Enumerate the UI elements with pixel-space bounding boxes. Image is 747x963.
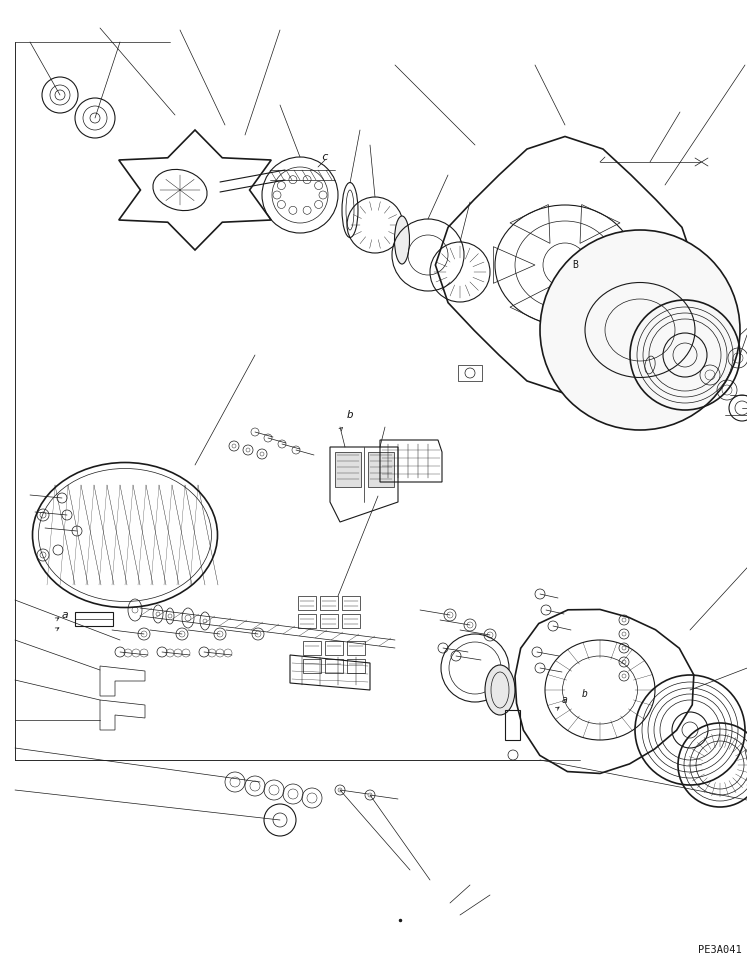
Bar	[298, 614, 316, 628]
Bar	[325, 641, 343, 655]
Text: B: B	[572, 260, 578, 270]
Text: b: b	[582, 689, 588, 699]
Text: a: a	[61, 610, 69, 620]
Bar	[303, 659, 321, 673]
Bar	[335, 452, 361, 487]
Bar	[325, 659, 343, 673]
Bar	[347, 659, 365, 673]
Bar	[648, 365, 672, 381]
Text: PE3A041: PE3A041	[698, 945, 742, 955]
Text: a: a	[562, 695, 568, 705]
Bar	[342, 596, 360, 610]
Bar	[342, 614, 360, 628]
Bar	[298, 596, 316, 610]
Bar	[320, 614, 338, 628]
Text: c: c	[322, 152, 329, 162]
Ellipse shape	[485, 665, 515, 715]
Bar	[458, 365, 482, 381]
Ellipse shape	[394, 216, 409, 264]
Circle shape	[540, 230, 740, 430]
Text: b: b	[347, 410, 353, 420]
Bar	[303, 641, 321, 655]
Bar	[368, 452, 394, 487]
Bar	[320, 596, 338, 610]
Bar	[75, 612, 113, 626]
Bar	[347, 641, 365, 655]
